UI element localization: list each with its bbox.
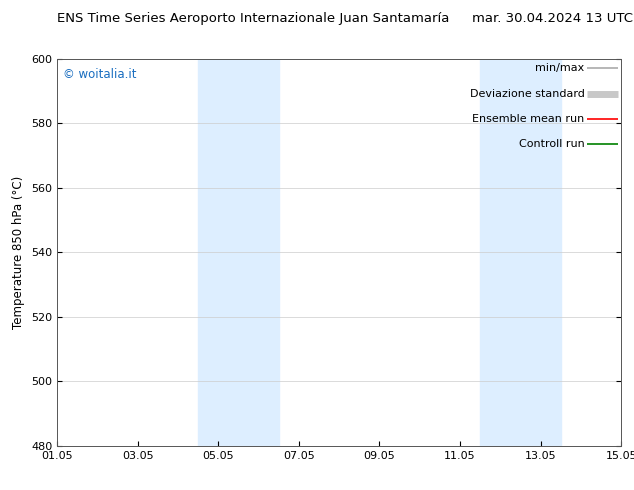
Text: mar. 30.04.2024 13 UTC: mar. 30.04.2024 13 UTC — [472, 12, 633, 25]
Text: ENS Time Series Aeroporto Internazionale Juan Santamaría: ENS Time Series Aeroporto Internazionale… — [57, 12, 450, 25]
Text: © woitalia.it: © woitalia.it — [63, 69, 136, 81]
Text: min/max: min/max — [535, 64, 585, 74]
Bar — [198, 59, 279, 446]
Text: Controll run: Controll run — [519, 139, 585, 149]
Text: Ensemble mean run: Ensemble mean run — [472, 114, 585, 124]
Text: Deviazione standard: Deviazione standard — [470, 89, 585, 98]
Y-axis label: Temperature 850 hPa (°C): Temperature 850 hPa (°C) — [13, 176, 25, 329]
Bar — [481, 59, 561, 446]
